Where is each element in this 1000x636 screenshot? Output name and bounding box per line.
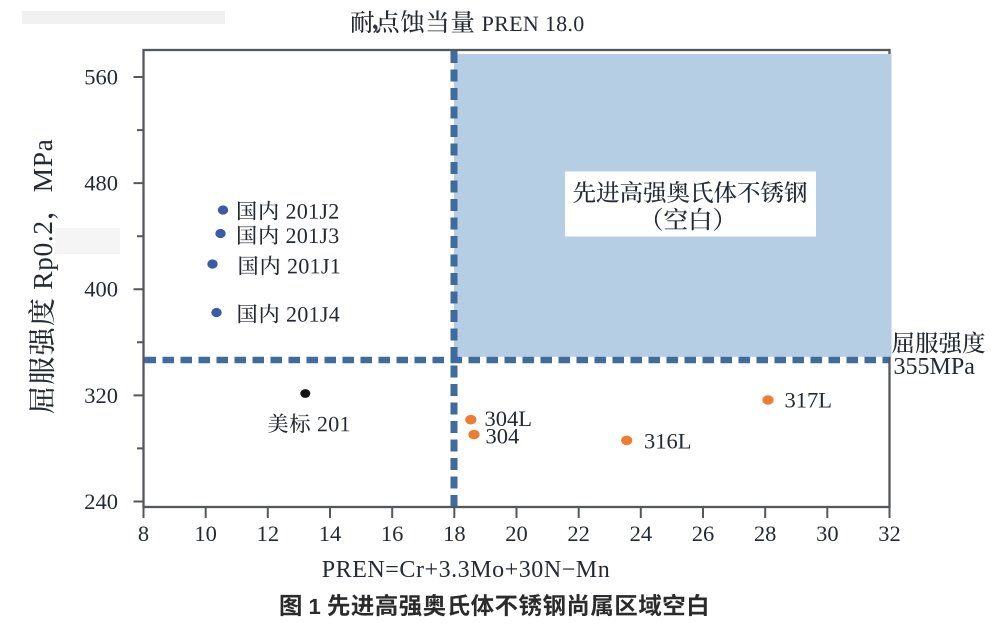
svg-text:18: 18 [443,521,466,546]
svg-text:12: 12 [257,521,280,546]
svg-text:32: 32 [878,521,901,546]
svg-text:317L: 317L [785,388,833,413]
svg-text:240: 240 [84,489,118,514]
svg-text:24: 24 [630,521,653,546]
svg-text:16: 16 [381,521,404,546]
svg-text:30: 30 [816,521,839,546]
svg-text:400: 400 [84,277,118,302]
svg-text:8: 8 [138,521,149,546]
svg-text:PREN=Cr+3.3Mo+30N−Mn: PREN=Cr+3.3Mo+30N−Mn [322,557,611,583]
svg-text:28: 28 [754,521,777,546]
svg-text:22: 22 [567,521,590,546]
svg-text:14: 14 [319,521,342,546]
svg-text:480: 480 [84,171,118,196]
svg-text:355MPa: 355MPa [894,354,976,380]
svg-text:304: 304 [486,424,520,449]
svg-text:26: 26 [692,521,715,546]
svg-text:10: 10 [194,521,217,546]
svg-text:320: 320 [84,383,118,408]
svg-text:20: 20 [505,521,528,546]
svg-text:560: 560 [84,64,118,89]
svg-text:316L: 316L [644,429,692,454]
svg-text:304L: 304L [485,406,533,431]
